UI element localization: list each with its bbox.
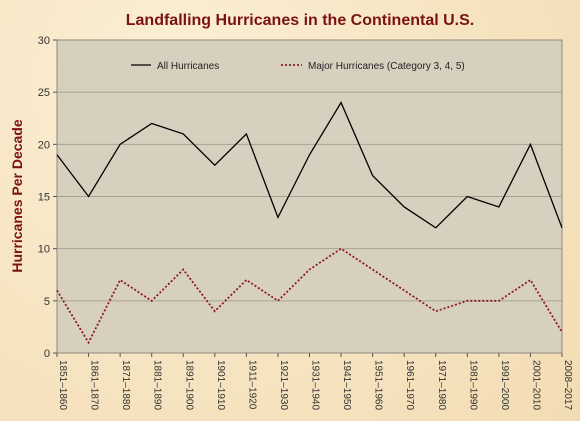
x-tick-label: 1901–1910 — [215, 360, 226, 410]
grid-lines — [57, 91, 562, 302]
x-tick-label: 2001–2010 — [530, 360, 541, 410]
y-axis-ticks: 0 5 10 15 20 25 30 — [38, 35, 57, 360]
y-axis-label: Hurricanes Per Decade — [9, 119, 25, 273]
x-tick-label: 1911–1920 — [246, 360, 257, 410]
y-tick-label: 0 — [44, 348, 50, 360]
y-tick-label: 15 — [38, 192, 50, 204]
x-tick-label: 1931–1940 — [310, 360, 321, 410]
x-tick-label: 1981–1990 — [467, 360, 478, 410]
y-tick-label: 25 — [38, 87, 50, 99]
x-tick-label: 1891–1900 — [183, 360, 194, 410]
x-tick-label: 2008–2017 — [562, 360, 573, 410]
y-tick-label: 10 — [38, 244, 50, 256]
series-group — [56, 101, 563, 345]
series-line-1 — [56, 247, 563, 345]
x-tick-label: 1871–1880 — [120, 360, 131, 410]
x-tick-label: 1851–1860 — [57, 360, 68, 410]
y-tick-label: 5 — [44, 296, 50, 308]
x-tick-label: 1881–1890 — [152, 360, 163, 410]
y-tick-label: 30 — [38, 35, 50, 47]
x-tick-label: 1951–1960 — [373, 360, 384, 410]
legend-label: Major Hurricanes (Category 3, 4, 5) — [308, 61, 465, 72]
x-axis-ticks: 1851–1860 1861–1870 1871–1880 1881–1890 1891… — [56, 353, 573, 410]
legend-label: All Hurricanes — [157, 61, 219, 72]
series-line-0 — [56, 101, 563, 229]
chart-title: Landfalling Hurricanes in the Continenta… — [126, 12, 474, 29]
x-tick-label: 1971–1980 — [436, 360, 447, 410]
x-tick-label: 1921–1930 — [278, 360, 289, 410]
y-tick-label: 20 — [38, 139, 50, 151]
x-tick-label: 1941–1950 — [341, 360, 352, 410]
legend: All Hurricanes Major Hurricanes (Category… — [131, 61, 465, 72]
x-tick-label: 1861–1870 — [89, 360, 100, 410]
x-tick-label: 1961–1970 — [404, 360, 415, 410]
x-tick-label: 1991–2000 — [499, 360, 510, 410]
